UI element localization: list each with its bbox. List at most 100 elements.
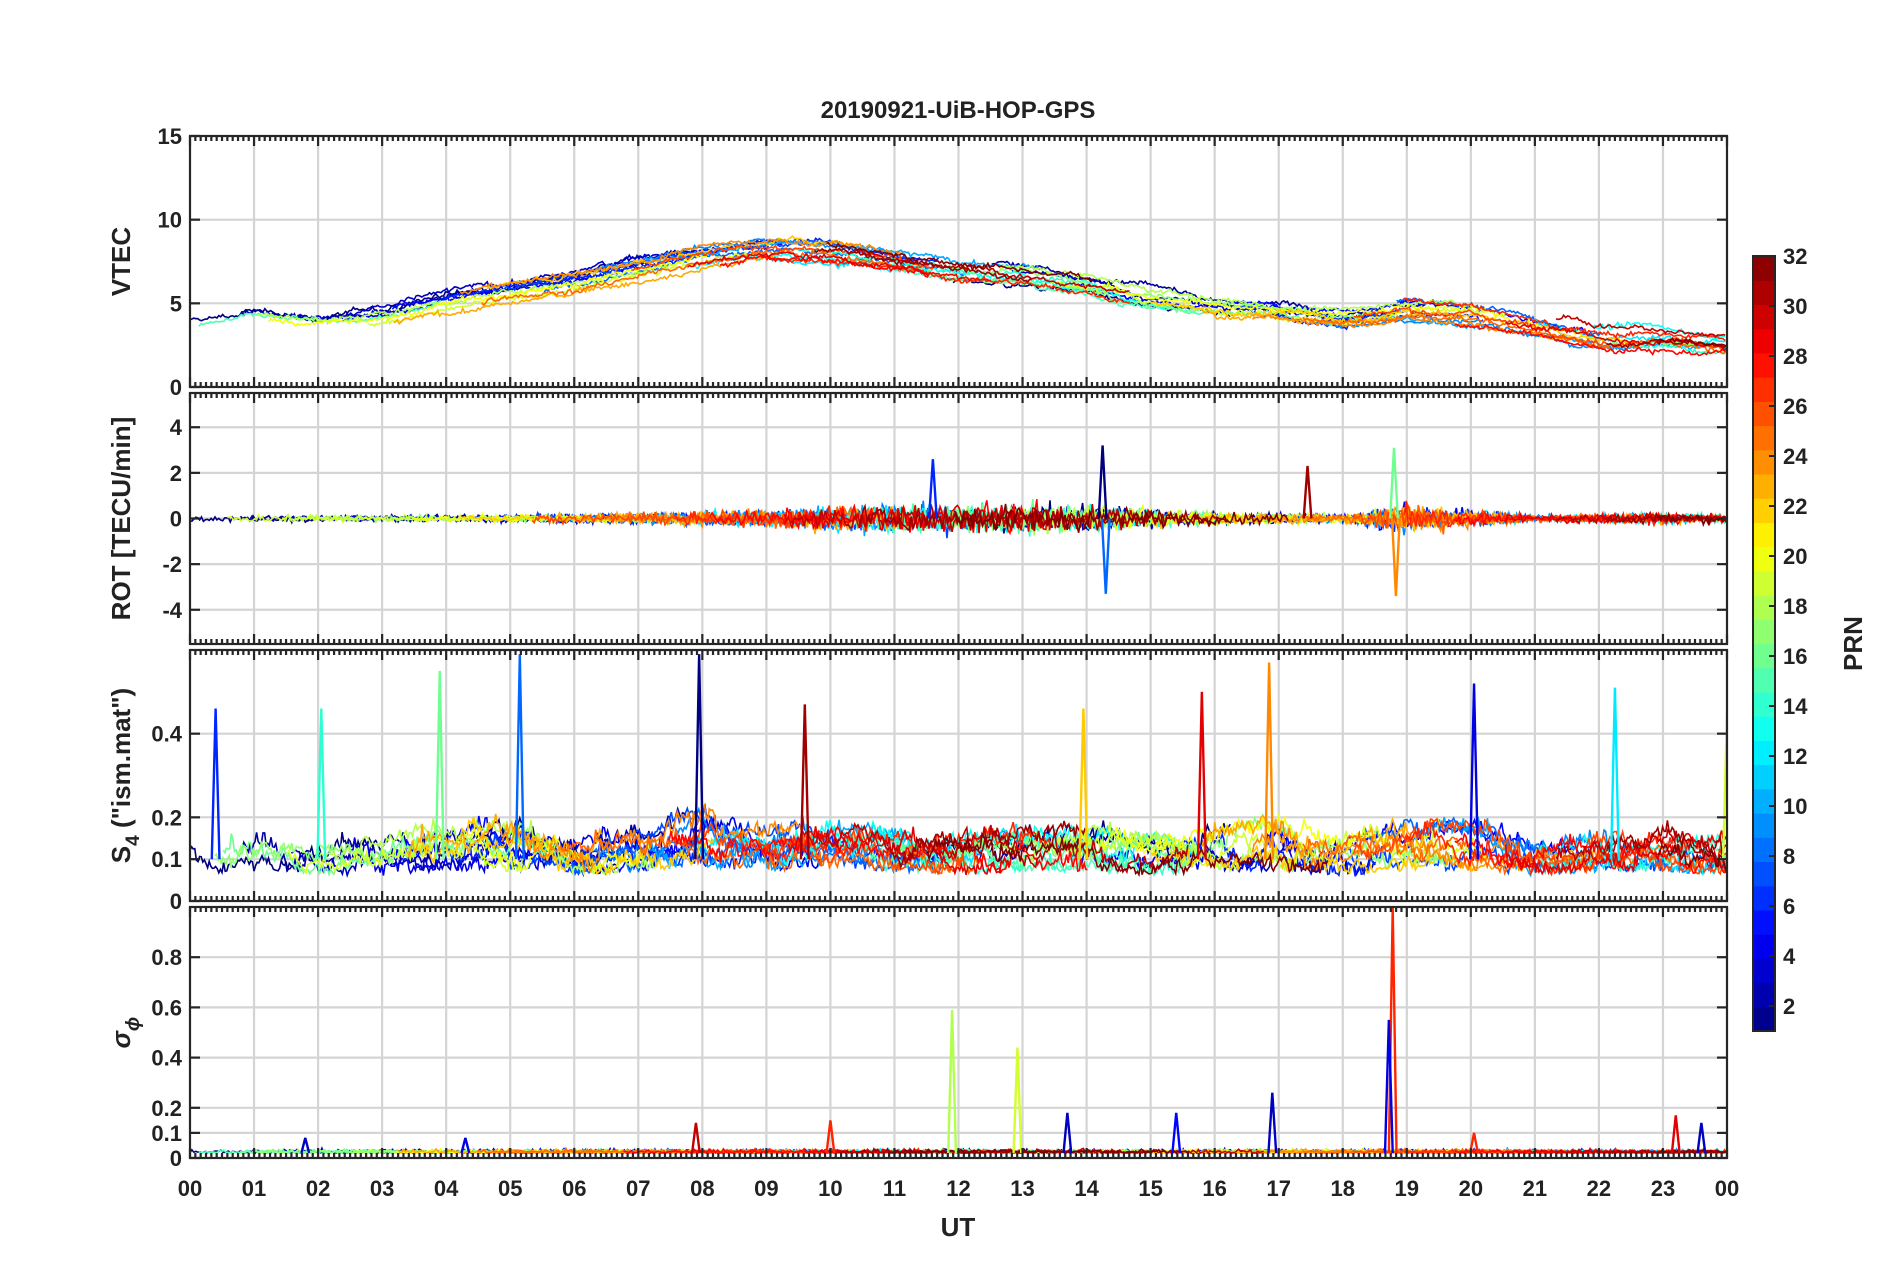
colorbar-band xyxy=(1753,401,1775,427)
colorbar-tick-label: 18 xyxy=(1783,594,1807,619)
colorbar-tick-label: 24 xyxy=(1783,444,1808,469)
colorbar-band xyxy=(1753,934,1775,959)
x-tick-label: 18 xyxy=(1331,1176,1355,1201)
spike-mark xyxy=(1388,447,1400,519)
colorbar-band xyxy=(1753,861,1775,887)
colorbar-band xyxy=(1753,764,1775,790)
panel-vtec: 0 5 10 15 VTEC xyxy=(106,124,1729,400)
series-line-prn-4 xyxy=(341,814,821,876)
colorbar-band xyxy=(1753,280,1775,306)
x-tick-label: 04 xyxy=(434,1176,459,1201)
series-line-prn-20 xyxy=(1099,812,1441,858)
spike-mark xyxy=(927,459,938,519)
colorbar-tick-label: 22 xyxy=(1783,494,1807,519)
series-line-prn-30 xyxy=(1555,313,1726,338)
x-tick-label: 07 xyxy=(626,1176,650,1201)
series-line-prn-32 xyxy=(887,1148,1191,1155)
colorbar-band xyxy=(1753,1006,1775,1032)
colorbar-tick-label: 8 xyxy=(1783,844,1795,869)
spike-mark xyxy=(799,704,810,860)
colorbar-band xyxy=(1753,449,1775,475)
y-tick-label: 0.1 xyxy=(151,847,182,872)
spike-mark xyxy=(1012,1047,1023,1154)
series-vtec xyxy=(190,234,1727,357)
spike-mark xyxy=(825,1120,836,1154)
x-axis: 00 01 02 03 04 05 06 07 08 09 10 11 12 13 14 15 16 17 18 19… xyxy=(178,1176,1739,1201)
y-tick-label: 0.2 xyxy=(151,805,182,830)
spike-mark xyxy=(1468,683,1480,860)
series-line-prn-22 xyxy=(418,816,715,876)
chart-title: 20190921-UiB-HOP-GPS xyxy=(821,97,1096,124)
colorbar-tick-label: 6 xyxy=(1783,894,1795,919)
x-tick-label: 14 xyxy=(1074,1176,1099,1201)
colorbar-tick-label: 10 xyxy=(1783,794,1807,819)
colorbar-tick-label: 26 xyxy=(1783,394,1807,419)
y-tick-label: 5 xyxy=(170,291,182,316)
panel-sigma_phi: 00.10.2 0.4 0.6 0.8 σϕ xyxy=(106,905,1729,1171)
spike-mark xyxy=(1097,445,1108,519)
series-line-prn-24 xyxy=(1252,314,1611,350)
colorbar-tick-label: 32 xyxy=(1783,244,1807,269)
spike-mark xyxy=(1078,708,1089,860)
y-tick-label: 0.8 xyxy=(151,945,182,970)
y-tick-label: 0.1 xyxy=(151,1121,182,1146)
colorbar-tick-label: 16 xyxy=(1783,644,1807,669)
y-tick-label: 0.2 xyxy=(151,1096,182,1121)
x-tick-label: 09 xyxy=(754,1176,778,1201)
x-tick-label: 11 xyxy=(883,1176,906,1201)
colorbar-band xyxy=(1753,377,1775,402)
spike-mark xyxy=(1721,712,1727,860)
colorbar-band xyxy=(1753,885,1775,911)
panel-rot: -4 -2 0 2 4 ROT [TECU/min] xyxy=(106,391,1729,646)
spike-mark xyxy=(1696,1122,1707,1154)
colorbar-band xyxy=(1753,546,1775,572)
series-line-prn-31 xyxy=(892,820,1087,870)
series-line-prn-28 xyxy=(719,255,991,282)
spike-mark xyxy=(1264,662,1275,860)
spike-mark xyxy=(1390,518,1401,597)
colorbar-band xyxy=(1753,813,1775,838)
colorbar-tick-label: 30 xyxy=(1783,294,1807,319)
spike-mark xyxy=(947,1009,958,1154)
x-tick-label: 20 xyxy=(1459,1176,1483,1201)
series-line-prn-31 xyxy=(1605,820,1727,856)
x-tick-label: 01 xyxy=(242,1176,266,1201)
x-tick-label: 13 xyxy=(1010,1176,1034,1201)
y-tick-label: -4 xyxy=(162,598,182,623)
spike-mark xyxy=(1383,1019,1394,1154)
series-line-prn-32 xyxy=(826,242,1094,282)
x-tick-label: 16 xyxy=(1202,1176,1226,1201)
series-rot xyxy=(190,445,1727,597)
y-tick-label: 0.6 xyxy=(151,995,182,1020)
y-axis-label: VTEC xyxy=(106,227,136,297)
series-sigma_phi xyxy=(190,907,1727,1155)
colorbar-tick-label: 4 xyxy=(1783,944,1796,969)
x-tick-label: 03 xyxy=(370,1176,394,1201)
spike-mark xyxy=(1171,1112,1182,1154)
x-tick-label: 22 xyxy=(1587,1176,1611,1201)
y-axis-label: S4 ("ism.mat") xyxy=(106,688,144,863)
spike-mark xyxy=(300,1137,311,1154)
y-tick-label: 0.4 xyxy=(151,1046,182,1071)
panel-s4: 0 0.1 0.2 0.4 S4 ("ism.mat") xyxy=(106,648,1729,914)
y-tick-label: -2 xyxy=(162,552,182,577)
colorbar-band xyxy=(1753,570,1775,596)
y-tick-label: 15 xyxy=(158,124,182,149)
series-line-prn-29 xyxy=(687,251,929,277)
panel-frame xyxy=(188,134,1729,389)
x-tick-label: 12 xyxy=(946,1176,970,1201)
colorbar-band xyxy=(1753,982,1775,1008)
spike-mark xyxy=(434,670,445,860)
colorbar-band xyxy=(1753,352,1775,378)
panel-frame xyxy=(188,648,1729,903)
colorbar-tick-label: 20 xyxy=(1783,544,1807,569)
series-line-prn-3 xyxy=(291,838,659,879)
colorbar-band xyxy=(1753,667,1775,693)
x-tick-label: 17 xyxy=(1266,1176,1290,1201)
y-tick-label: 2 xyxy=(170,461,182,486)
y-tick-label: 10 xyxy=(158,208,182,233)
x-tick-label: 05 xyxy=(498,1176,522,1201)
panel-frame xyxy=(188,905,1729,1160)
